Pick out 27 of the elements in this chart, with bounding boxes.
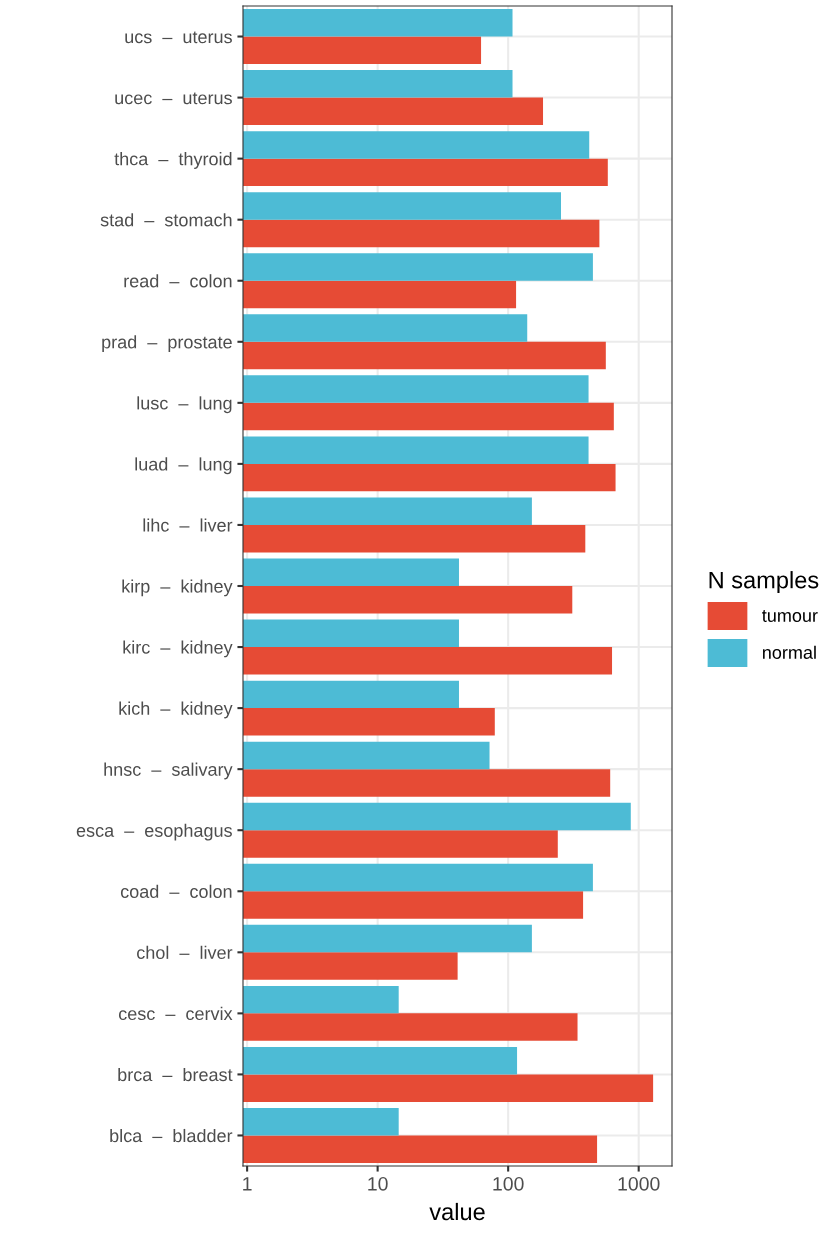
y-tick-label: blca – bladder <box>110 1128 233 1143</box>
y-tick-label: ucs – uterus <box>125 31 232 44</box>
y-tick-label: ucec – uterus <box>115 92 232 105</box>
x-tick-label: 100 <box>493 1176 524 1191</box>
y-tick-label: kirp – kidney <box>122 579 233 597</box>
y-tick-label: esca – esophagus <box>76 823 232 841</box>
y-tick-label: kirc – kidney <box>123 640 233 658</box>
x-tick-label: 10 <box>368 1176 388 1191</box>
y-tick-label: prad – prostate <box>102 335 232 353</box>
y-tick-label: stad – stomach <box>100 213 232 227</box>
y-tick-label: lihc – liver <box>143 518 233 532</box>
y-tick-label: chol – liver <box>137 945 233 960</box>
y-tick-label: cesc – cervix <box>118 1006 233 1021</box>
legend-title: N samples <box>709 571 819 594</box>
legend-label: tumour <box>762 610 818 622</box>
y-tick-label: lusc – lung <box>137 396 232 414</box>
y-tick-label: luad – lung <box>135 457 232 475</box>
x-axis-title: value <box>429 1202 485 1221</box>
x-tick-label: 1000 <box>618 1176 660 1191</box>
legend-label: normal <box>763 645 816 659</box>
y-tick-label: hnsc – salivary <box>104 762 233 780</box>
y-tick-label: kich – kidney <box>119 701 233 719</box>
y-tick-label: read – colon <box>124 274 232 288</box>
x-tick-label: 1 <box>243 1177 252 1191</box>
y-tick-label: brca – breast <box>118 1067 233 1082</box>
y-tick-label: coad – colon <box>120 884 232 898</box>
y-tick-label: thca – thyroid <box>114 152 232 169</box>
